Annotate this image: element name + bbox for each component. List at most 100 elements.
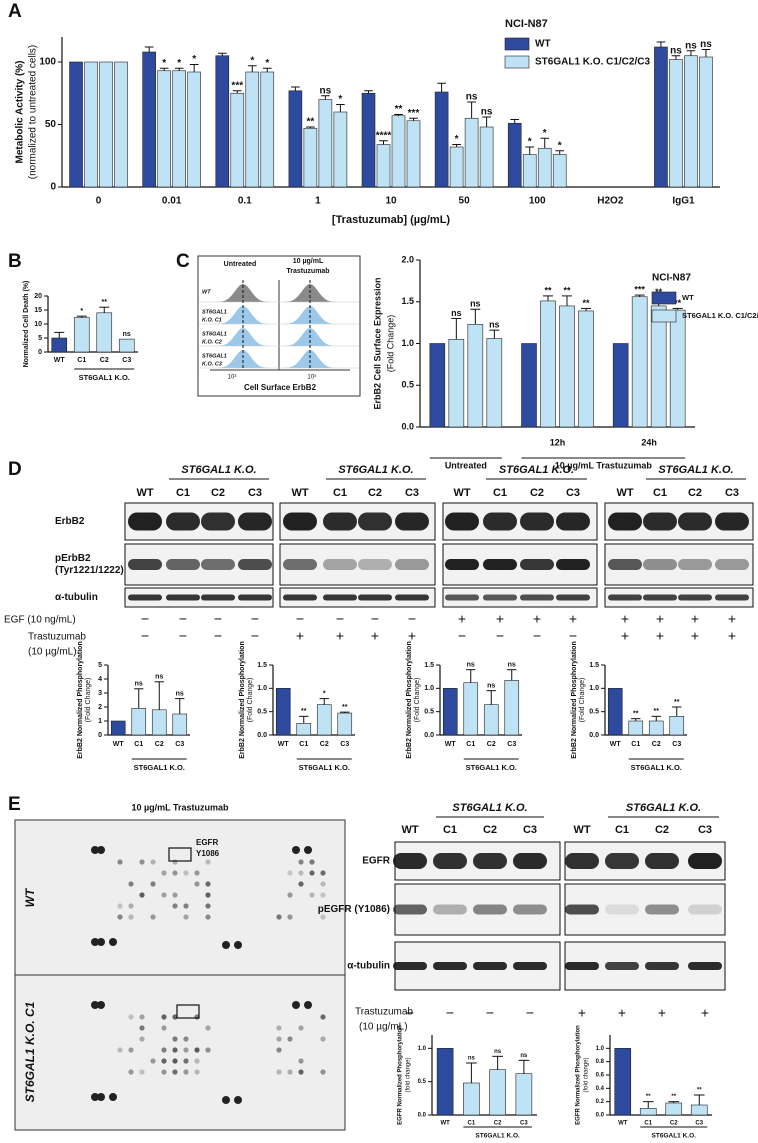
group-label: ST6GAL1 K.O.: [299, 763, 350, 772]
y-axis-title: (normalized to untreated cells): [28, 45, 39, 180]
blot-band: [483, 512, 517, 531]
treatment-sign: +: [658, 1005, 666, 1021]
bar: [463, 1082, 480, 1116]
array-spot: [234, 941, 242, 949]
significance: ns: [451, 308, 462, 318]
array-spot: [320, 914, 326, 920]
blot-band: [605, 962, 639, 970]
blot-band: [688, 904, 722, 915]
treatment-sign: +: [578, 1005, 586, 1021]
blot-band: [201, 512, 235, 531]
array-spot: [161, 1047, 167, 1053]
array-spot: [91, 1001, 99, 1009]
blot-band: [608, 512, 642, 531]
bar: [376, 144, 391, 188]
array-spot: [139, 1036, 145, 1042]
treatment-sign: −: [141, 611, 149, 627]
array-spot: [194, 1069, 200, 1075]
lane-label: C2: [688, 487, 702, 499]
flow-row-label: ST6GAL1: [202, 331, 227, 337]
bar: [118, 338, 135, 353]
array-spot: [287, 892, 293, 898]
blot-band: [395, 559, 429, 570]
blot-band: [556, 594, 590, 601]
significance: **: [674, 298, 682, 308]
bar: [296, 723, 312, 736]
significance: **: [563, 285, 571, 295]
bar: [51, 337, 68, 353]
blot-band: [608, 594, 642, 601]
blot-band: [483, 594, 517, 601]
bar: [436, 1048, 454, 1116]
significance: **: [697, 1088, 702, 1094]
treatment-sign: −: [533, 628, 541, 644]
y-tick-label: 0: [50, 182, 56, 193]
treatment-sign: +: [496, 611, 504, 627]
flow-histogram: [278, 350, 342, 368]
array-spot: [276, 1025, 282, 1031]
bar: [614, 1048, 632, 1116]
flow-row-label: ST6GAL1: [202, 353, 227, 359]
array-spot: [109, 938, 117, 946]
y-axis-title: ErbB2 Cell Surface Expression: [372, 277, 382, 409]
y-tick-label: 0.0: [596, 1113, 605, 1119]
flow-histogram: [211, 350, 275, 368]
bar: [275, 688, 291, 736]
bar: [131, 708, 147, 736]
lane-label: C1: [653, 487, 667, 499]
significance: ns: [489, 320, 500, 330]
blot-band: [645, 853, 679, 869]
y-tick-label: 0.5: [424, 709, 434, 716]
array-spot: [172, 1058, 178, 1064]
blot-band: [445, 594, 479, 601]
lane-label: C1: [443, 824, 457, 836]
blot-band: [445, 559, 479, 570]
lane-label: WT: [616, 487, 633, 499]
y-tick-label: 4: [98, 676, 102, 683]
blot-row-label: α-tubulin: [347, 961, 390, 972]
array-spot: [298, 881, 304, 887]
treatment-label: (10 µg/mL): [28, 647, 77, 658]
array-spot: [172, 1047, 178, 1053]
array-spot: [128, 1069, 134, 1075]
y-axis-title: (Fold Change): [414, 678, 421, 723]
blot-band: [323, 594, 357, 601]
x-tick-label: 1: [315, 196, 321, 207]
treatment-sign: +: [656, 628, 664, 644]
array-spot: [172, 892, 178, 898]
treatment-sign: +: [621, 628, 629, 644]
x-tick-label: IgG1: [672, 196, 695, 207]
legend-title: NCI-N87: [505, 18, 548, 30]
array-spot: [172, 870, 178, 876]
blot-band: [483, 559, 517, 570]
array-spot: [172, 1036, 178, 1042]
bar: [142, 51, 156, 188]
y-axis-title: (fold change): [406, 1057, 412, 1092]
significance: ***: [408, 108, 420, 119]
blot-band: [565, 853, 599, 869]
y-tick-label: 50: [45, 119, 57, 130]
y-axis-title: ErbB2 Normalized Phosphorylation: [406, 641, 413, 758]
blot-row-label: pEGFR (Y1086): [318, 904, 390, 915]
blot-band: [323, 512, 357, 531]
blot-band: [283, 594, 317, 601]
array-spot: [183, 903, 189, 909]
x-tick-label: 12h: [550, 437, 566, 447]
lane-label: C1: [176, 487, 190, 499]
lane-label: C1: [615, 824, 629, 836]
blot-band: [283, 512, 317, 531]
blot-band: [393, 962, 427, 970]
blot-band: [238, 512, 272, 531]
treatment-sign: −: [251, 628, 259, 644]
treatment-sign: −: [179, 628, 187, 644]
bar: [361, 92, 376, 188]
significance: ns: [470, 299, 481, 309]
bar: [612, 343, 629, 428]
array-spot: [117, 859, 123, 865]
blot-band: [433, 853, 467, 869]
treatment-sign: +: [728, 628, 736, 644]
blot-band: [565, 904, 599, 915]
treatment-sign: +: [569, 611, 577, 627]
array-spot: [309, 870, 315, 876]
legend-label: ST6GAL1 K.O. C1/C2/C3: [535, 57, 650, 68]
